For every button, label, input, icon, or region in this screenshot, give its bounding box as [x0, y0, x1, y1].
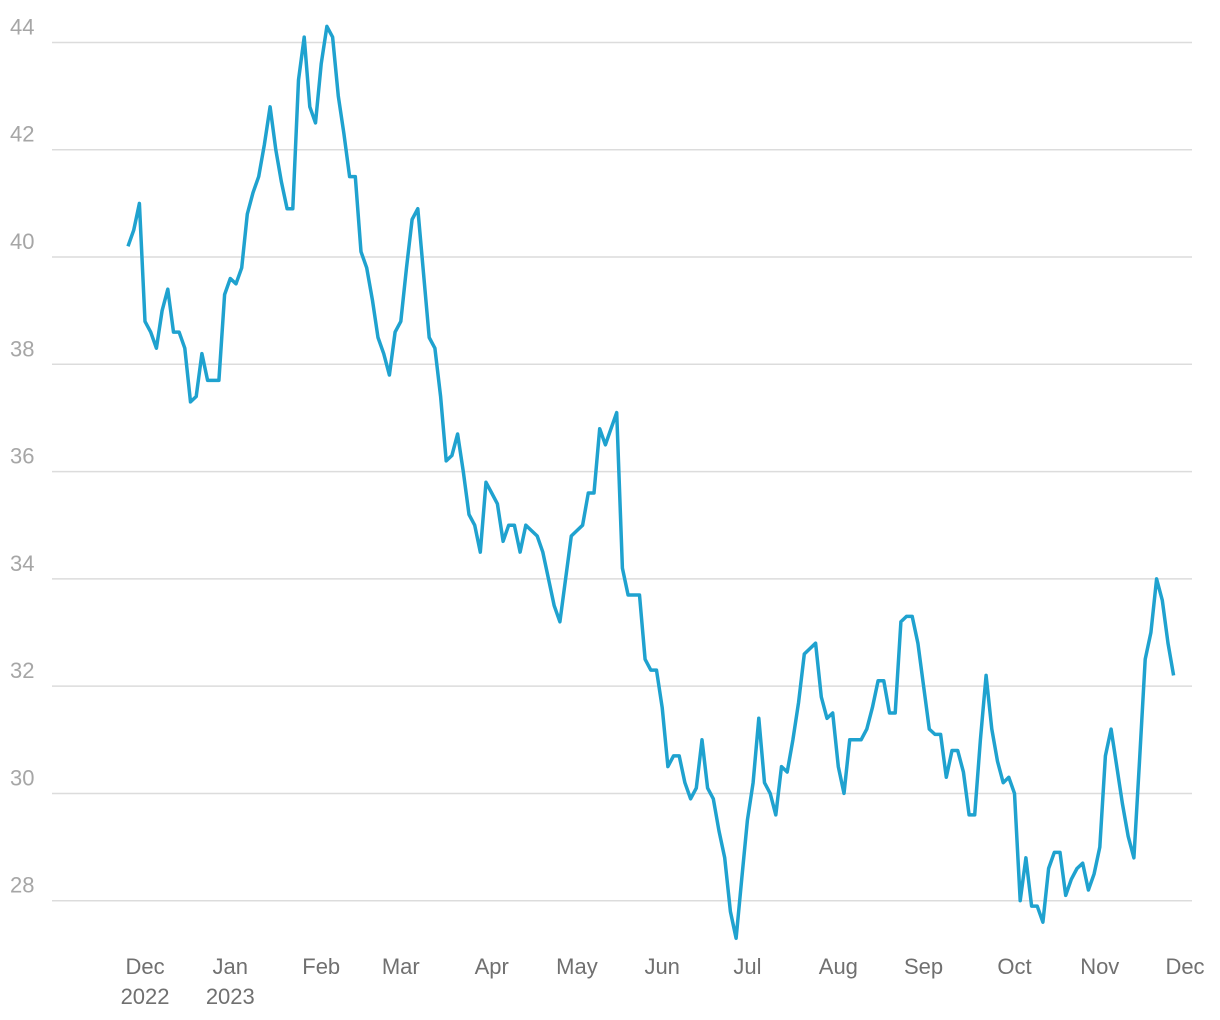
x-tick-label: Jan 2023 — [206, 954, 255, 1009]
x-tick-label: May — [556, 954, 598, 979]
y-tick-label: 36 — [10, 444, 34, 469]
x-tick-label: Dec 2022 — [121, 954, 170, 1009]
x-tick-label: Mar — [382, 954, 420, 979]
x-tick-label: Oct — [997, 954, 1031, 979]
y-tick-label: 30 — [10, 765, 34, 790]
y-tick-label: 32 — [10, 658, 34, 683]
x-tick-label: Jul — [733, 954, 761, 979]
x-tick-label: Sep — [904, 954, 943, 979]
y-tick-label: 28 — [10, 873, 34, 898]
y-tick-label: 44 — [10, 14, 34, 39]
x-tick-label: Aug — [819, 954, 858, 979]
y-tick-label: 40 — [10, 229, 34, 254]
price-line — [126, 24, 1176, 941]
x-tick-label: Dec — [1165, 954, 1204, 979]
y-tick-label: 38 — [10, 336, 34, 361]
x-tick-label: Nov — [1080, 954, 1119, 979]
y-tick-label: 34 — [10, 551, 34, 576]
x-tick-label: Feb — [302, 954, 340, 979]
x-tick-label: Apr — [475, 954, 509, 979]
x-tick-label: Jun — [644, 954, 679, 979]
y-tick-label: 42 — [10, 122, 34, 147]
